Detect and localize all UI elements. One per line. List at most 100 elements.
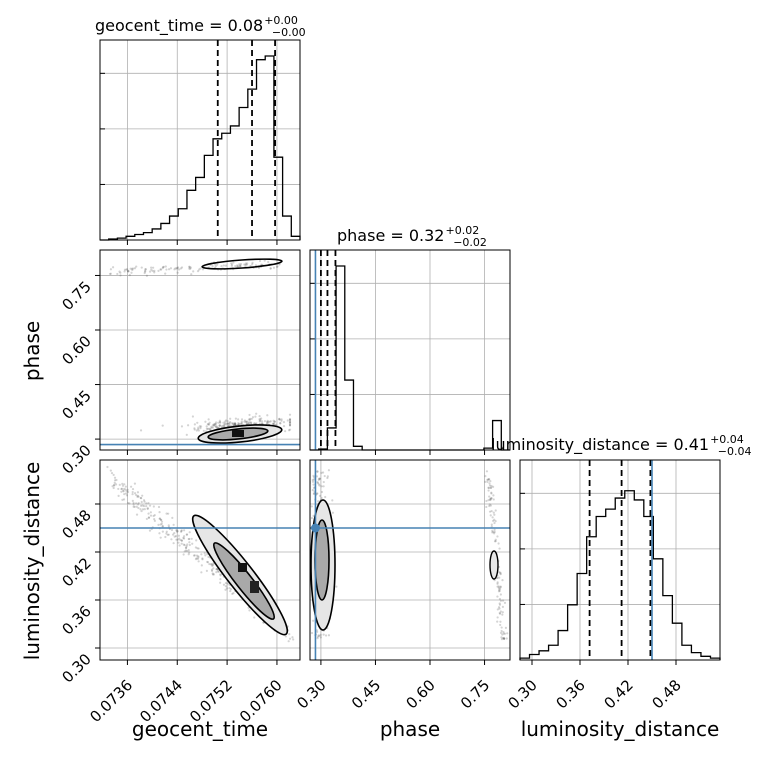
sample-point — [232, 423, 235, 426]
sample-point — [176, 530, 179, 533]
sample-point — [214, 425, 218, 429]
sample-point — [312, 514, 315, 517]
sample-point — [174, 267, 177, 270]
sample-point — [288, 428, 292, 431]
sample-point — [219, 421, 222, 424]
sample-point — [184, 549, 188, 552]
scatter-panel-phase-vs-geocent_time — [100, 250, 300, 450]
sample-point — [491, 531, 494, 534]
sample-point — [258, 259, 262, 263]
sample-point — [258, 418, 261, 421]
sample-point — [123, 268, 127, 271]
sample-point — [147, 516, 151, 519]
sample-point — [199, 267, 202, 270]
sample-point — [229, 588, 233, 591]
y-tick-label: 0.30 — [58, 441, 94, 477]
sample-point — [319, 633, 322, 636]
sample-point — [166, 533, 169, 536]
sample-point — [197, 547, 200, 550]
sample-point — [131, 267, 134, 270]
sample-point — [218, 424, 221, 427]
sample-point — [278, 263, 281, 266]
sample-point — [167, 268, 171, 271]
sample-point — [172, 542, 175, 545]
histogram-step — [310, 265, 510, 451]
sample-point — [498, 571, 501, 574]
sample-point — [222, 424, 225, 427]
sample-point — [234, 264, 237, 268]
sample-point — [263, 259, 266, 262]
sample-point — [488, 484, 492, 487]
sample-point — [196, 270, 200, 273]
sample-point — [145, 274, 149, 277]
sample-point — [206, 560, 209, 564]
sample-point — [146, 507, 149, 510]
sample-point — [131, 493, 134, 496]
sample-point — [149, 514, 153, 517]
sample-point — [165, 530, 168, 533]
sample-point — [500, 636, 503, 639]
sample-point — [317, 500, 320, 503]
sample-point — [200, 571, 203, 574]
sample-point — [503, 632, 507, 635]
sample-point — [488, 504, 491, 508]
sample-point — [492, 530, 495, 534]
sample-point — [113, 483, 116, 487]
hist-panel-luminosity_distance — [519, 460, 721, 660]
sample-point — [220, 424, 224, 428]
sample-point — [287, 640, 290, 643]
sample-point — [183, 550, 186, 553]
sample-point — [251, 263, 254, 266]
sample-point — [318, 494, 322, 497]
sample-point — [331, 499, 334, 502]
sample-point — [217, 569, 220, 573]
sample-point — [269, 267, 272, 270]
sample-point — [259, 418, 262, 421]
sample-point — [489, 479, 492, 483]
sample-point — [132, 505, 135, 508]
sample-point — [152, 505, 155, 508]
sample-point — [493, 518, 496, 521]
sample-point — [327, 634, 331, 637]
sample-point — [498, 576, 501, 579]
sample-point — [131, 487, 135, 491]
sample-point — [201, 557, 204, 560]
scatter-panel-luminosity_distance-vs-phase — [310, 460, 510, 660]
sample-point — [142, 499, 146, 502]
sample-point — [502, 631, 505, 634]
sample-point — [164, 265, 167, 268]
sample-point — [320, 485, 323, 488]
sample-point — [214, 265, 217, 268]
sample-point — [268, 420, 271, 423]
sample-point — [490, 491, 493, 494]
sample-point — [287, 429, 291, 432]
sample-point — [267, 260, 270, 264]
sample-point — [141, 504, 144, 507]
sample-point — [484, 480, 487, 483]
sample-point — [188, 543, 191, 547]
sample-point — [116, 272, 119, 276]
sample-point — [211, 426, 215, 429]
sample-point — [218, 424, 221, 427]
sample-point — [120, 487, 123, 491]
sample-point — [137, 506, 140, 510]
sample-point — [288, 423, 292, 426]
x-tick-label: 0.75 — [457, 676, 493, 712]
sample-point — [132, 503, 135, 506]
sample-point — [498, 612, 502, 615]
sample-point — [184, 546, 188, 550]
sample-point — [169, 267, 173, 270]
sample-point — [239, 263, 243, 266]
sample-point — [505, 637, 508, 640]
sample-point — [113, 476, 117, 479]
sample-point — [119, 271, 122, 274]
sample-point — [179, 267, 182, 270]
sample-point — [499, 623, 502, 627]
sample-point — [176, 538, 179, 541]
sample-point — [176, 266, 180, 269]
sample-point — [158, 517, 161, 520]
histogram-step — [100, 55, 301, 241]
sample-point — [167, 533, 170, 536]
sample-point — [171, 533, 175, 536]
sample-point — [219, 573, 222, 576]
